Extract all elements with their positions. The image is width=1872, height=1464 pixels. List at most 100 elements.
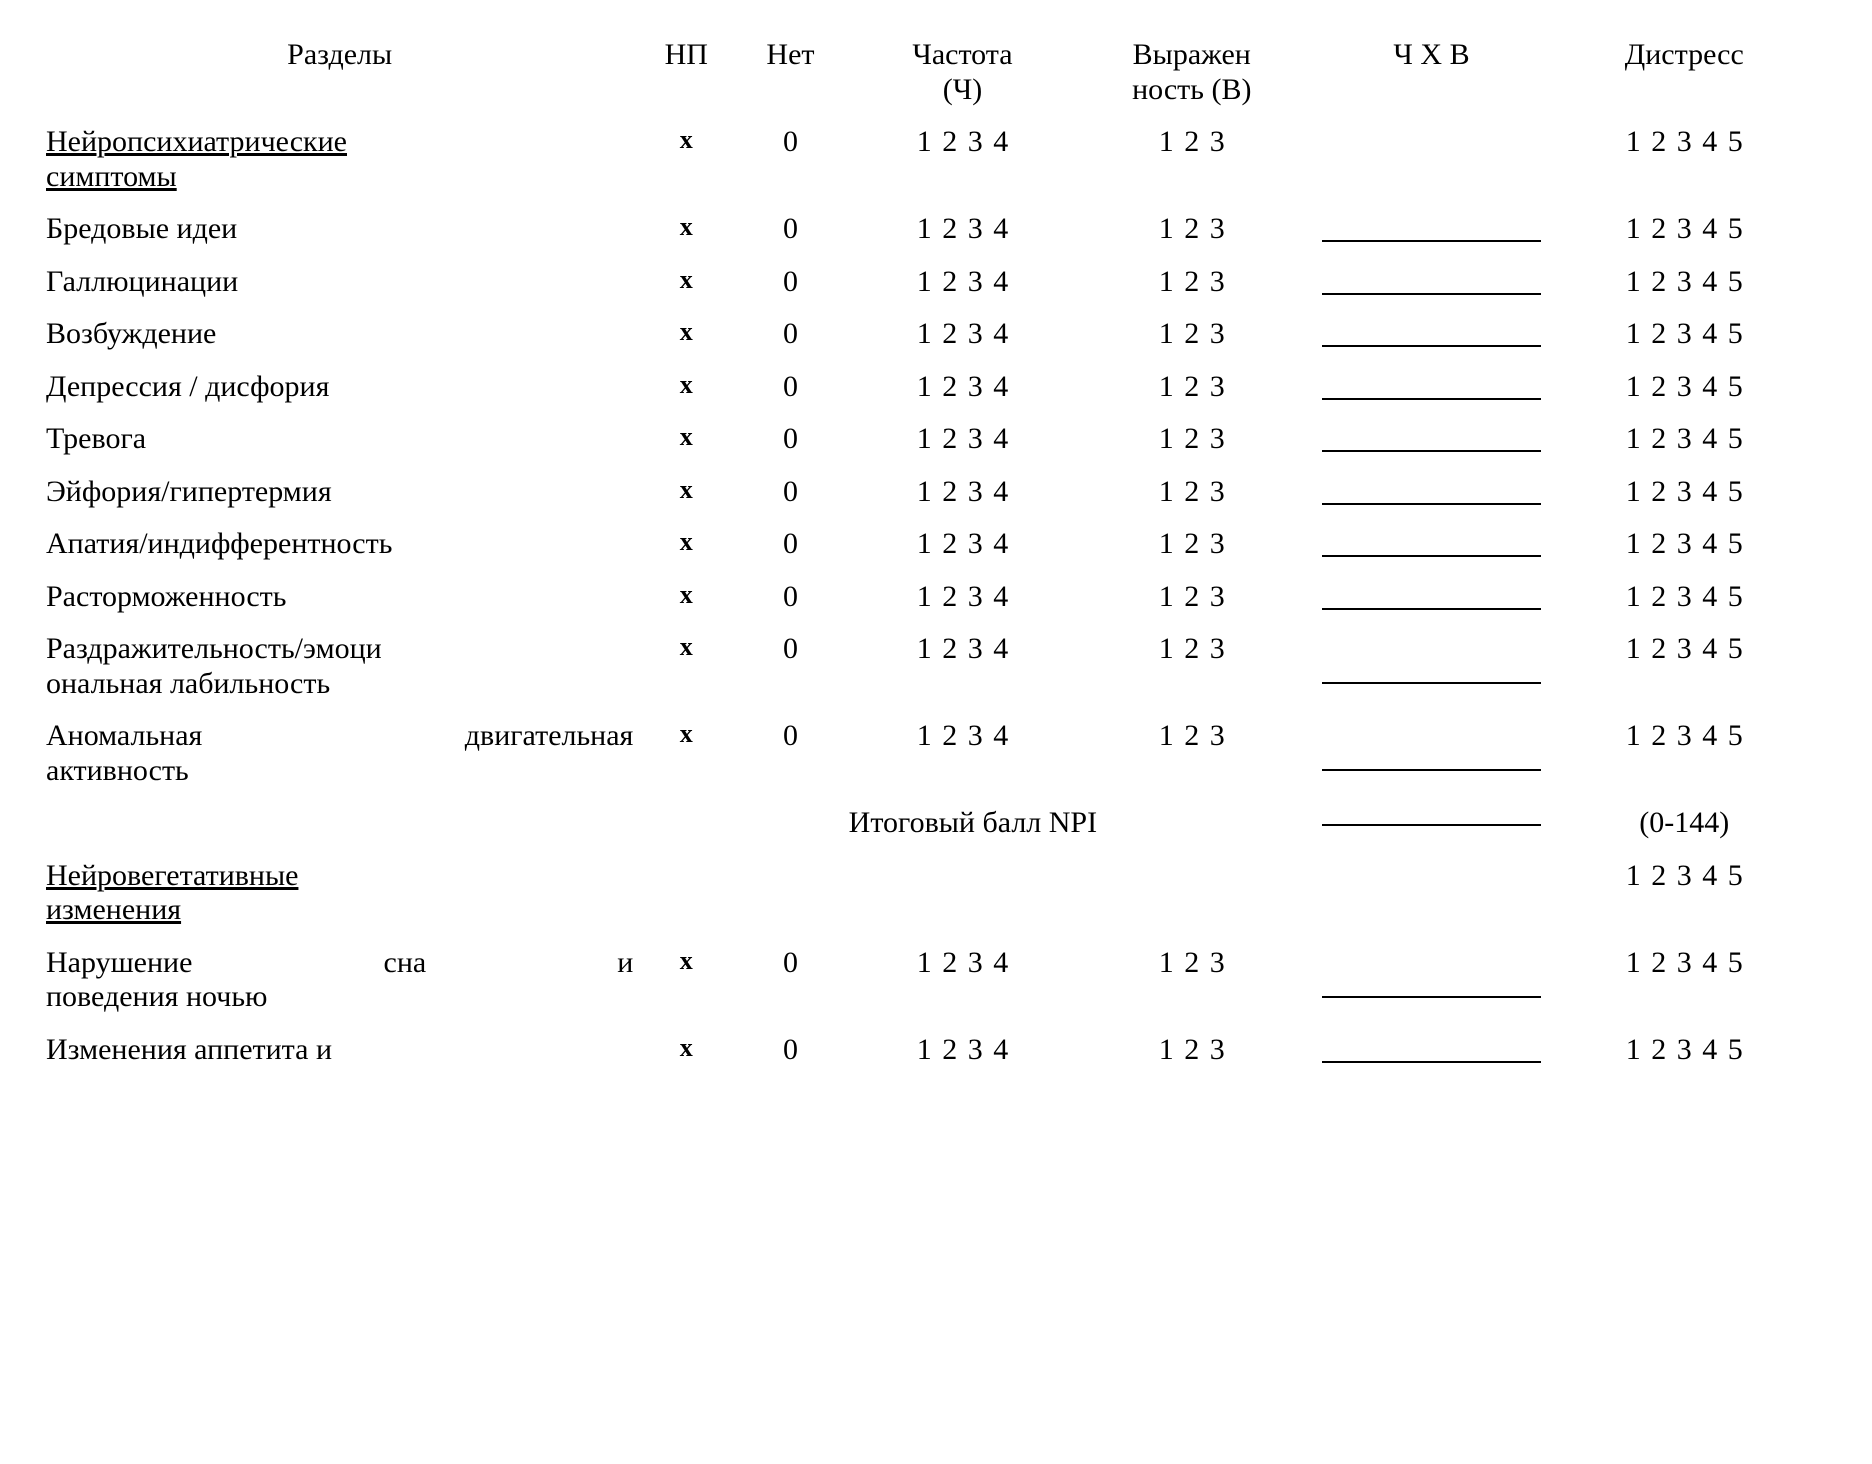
total-row: Итоговый балл NPI (0-144) <box>40 798 1812 851</box>
row-sev: 123 <box>1077 414 1306 467</box>
table-row: Возбуждение x 0 1234 123 12345 <box>40 309 1812 362</box>
total-chxb[interactable] <box>1306 798 1556 851</box>
row-chxb[interactable] <box>1306 414 1556 467</box>
section-b-title-row: Нейровегетативные изменения 12345 <box>40 851 1812 938</box>
row-label: Возбуждение <box>40 309 639 362</box>
header-freq: Частота (Ч) <box>848 30 1077 117</box>
row-distress: 12345 <box>1557 938 1812 1025</box>
row-chxb[interactable] <box>1306 624 1556 711</box>
row-freq: 1234 <box>848 711 1077 798</box>
header-sev-line1: Выражен <box>1133 38 1251 71</box>
row-np: x <box>639 309 733 362</box>
row-sev: 123 <box>1077 938 1306 1025</box>
table-row: Галлюцинации x 0 1234 123 12345 <box>40 257 1812 310</box>
row-freq: 1234 <box>848 414 1077 467</box>
row-label: Изменения аппетита и <box>40 1025 639 1078</box>
row-np: x <box>639 257 733 310</box>
row-label: Тревога <box>40 414 639 467</box>
row-sev: 123 <box>1077 1025 1306 1078</box>
row-net: 0 <box>733 624 848 711</box>
row-sev: 123 <box>1077 711 1306 798</box>
table-row: Расторможенность x 0 1234 123 12345 <box>40 572 1812 625</box>
blank-line-icon <box>1322 527 1540 557</box>
row-net: 0 <box>733 257 848 310</box>
section-a-title-line2: симптомы <box>46 160 633 195</box>
row-chxb[interactable] <box>1306 204 1556 257</box>
total-label: Итоговый балл NPI <box>639 798 1306 851</box>
row-distress: 12345 <box>1557 572 1812 625</box>
header-sev: Выражен ность (В) <box>1077 30 1306 117</box>
section-a-freq: 1234 <box>848 117 1077 204</box>
blank-line-icon <box>1322 741 1540 771</box>
header-freq-line1: Частота <box>912 38 1012 71</box>
row-freq: 1234 <box>848 938 1077 1025</box>
row-chxb[interactable] <box>1306 938 1556 1025</box>
section-a-net: 0 <box>733 117 848 204</box>
row-label: Депрессия / дисфория <box>40 362 639 415</box>
row-np: x <box>639 1025 733 1078</box>
table-row: Апатия/индифферентность x 0 1234 123 123… <box>40 519 1812 572</box>
row-net: 0 <box>733 362 848 415</box>
header-chxb: Ч Х В <box>1306 30 1556 117</box>
row-freq: 1234 <box>848 257 1077 310</box>
table-row: Изменения аппетита и x 0 1234 123 12345 <box>40 1025 1812 1078</box>
section-a-title-row: Нейропсихиатрические симптомы x 0 1234 1… <box>40 117 1812 204</box>
row-chxb[interactable] <box>1306 362 1556 415</box>
row-chxb[interactable] <box>1306 257 1556 310</box>
row-distress: 12345 <box>1557 1025 1812 1078</box>
row-sev: 123 <box>1077 624 1306 711</box>
row-chxb[interactable] <box>1306 467 1556 520</box>
row-chxb[interactable] <box>1306 572 1556 625</box>
blank-line-icon <box>1322 422 1540 452</box>
row-distress: 12345 <box>1557 711 1812 798</box>
header-distress: Дистресс <box>1557 30 1812 117</box>
section-b-distress: 12345 <box>1557 851 1812 938</box>
row-distress: 12345 <box>1557 309 1812 362</box>
row-label: Раздражительность/эмоциональная лабильно… <box>40 624 639 711</box>
row-chxb[interactable] <box>1306 711 1556 798</box>
row-chxb[interactable] <box>1306 519 1556 572</box>
row-np: x <box>639 938 733 1025</box>
row-np: x <box>639 414 733 467</box>
row-np: x <box>639 204 733 257</box>
npi-form: Разделы НП Нет Частота (Ч) Выражен ность… <box>0 0 1872 1107</box>
blank-line-icon <box>1322 968 1540 998</box>
blank-line-icon <box>1322 475 1540 505</box>
row-freq: 1234 <box>848 572 1077 625</box>
blank-line-icon <box>1322 265 1540 295</box>
section-a-title: Нейропсихиатрические симптомы <box>40 117 639 204</box>
blank-line-icon <box>1322 317 1540 347</box>
section-a-np: x <box>639 117 733 204</box>
row-net: 0 <box>733 711 848 798</box>
row-label: Эйфория/гипертермия <box>40 467 639 520</box>
row-distress: 12345 <box>1557 519 1812 572</box>
row-np: x <box>639 467 733 520</box>
table-row: Депрессия / дисфория x 0 1234 123 12345 <box>40 362 1812 415</box>
section-a-distress: 12345 <box>1557 117 1812 204</box>
row-distress: 12345 <box>1557 204 1812 257</box>
row-sev: 123 <box>1077 362 1306 415</box>
row-np: x <box>639 572 733 625</box>
row-freq: 1234 <box>848 519 1077 572</box>
row-chxb[interactable] <box>1306 1025 1556 1078</box>
row-freq: 1234 <box>848 204 1077 257</box>
row-sev: 123 <box>1077 204 1306 257</box>
row-net: 0 <box>733 938 848 1025</box>
row-net: 0 <box>733 1025 848 1078</box>
row-np: x <box>639 624 733 711</box>
row-label: Апатия/индифферентность <box>40 519 639 572</box>
row-np: x <box>639 711 733 798</box>
row-chxb[interactable] <box>1306 309 1556 362</box>
blank-line-icon <box>1322 1033 1540 1063</box>
npi-table: Разделы НП Нет Частота (Ч) Выражен ность… <box>40 30 1812 1077</box>
table-row: Тревога x 0 1234 123 12345 <box>40 414 1812 467</box>
header-np: НП <box>639 30 733 117</box>
section-a-title-line1: Нейропсихиатрические <box>46 125 633 160</box>
row-label: Расторможенность <box>40 572 639 625</box>
row-label: Галлюцинации <box>40 257 639 310</box>
row-net: 0 <box>733 309 848 362</box>
row-distress: 12345 <box>1557 362 1812 415</box>
row-np: x <box>639 362 733 415</box>
section-b-title-line2: изменения <box>46 893 633 928</box>
row-label: Нарушение сна иповедения ночью <box>40 938 639 1025</box>
